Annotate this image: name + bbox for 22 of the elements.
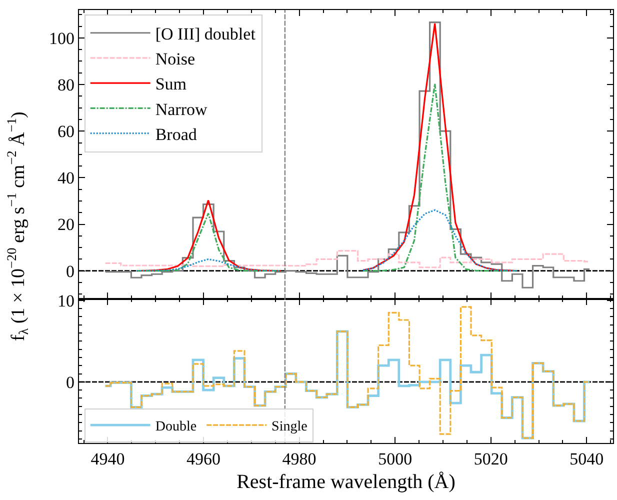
legend-label: Sum <box>155 74 187 94</box>
legend-label: Noise <box>155 50 196 69</box>
legend-label: Broad <box>155 124 198 144</box>
legend-label: Double <box>155 419 197 434</box>
x-tick-label: 5040 <box>570 450 604 468</box>
y-tick-label: 60 <box>58 122 74 142</box>
x-tick-label: 5020 <box>474 450 508 468</box>
x-tick-label: 4960 <box>186 450 221 468</box>
x-axis-title: Rest-frame wavelength (Å) <box>236 471 456 493</box>
x-tick-label: 5000 <box>378 450 412 468</box>
legend-label: Narrow <box>155 100 208 119</box>
x-tick-label: 4940 <box>90 450 125 468</box>
y-tick-label: 100 <box>49 28 74 48</box>
legend-label: [O III] doublet <box>155 24 256 44</box>
legend-label: Single <box>272 419 308 434</box>
y-tick-label: 20 <box>58 215 74 234</box>
y-tick-label: 10 <box>58 291 74 310</box>
y-tick-label: 80 <box>58 75 74 94</box>
y-tick-label: 0 <box>66 372 74 392</box>
x-tick-label: 4980 <box>282 450 316 468</box>
y-tick-label: 0 <box>66 262 74 281</box>
y-tick-label: 40 <box>58 168 74 188</box>
